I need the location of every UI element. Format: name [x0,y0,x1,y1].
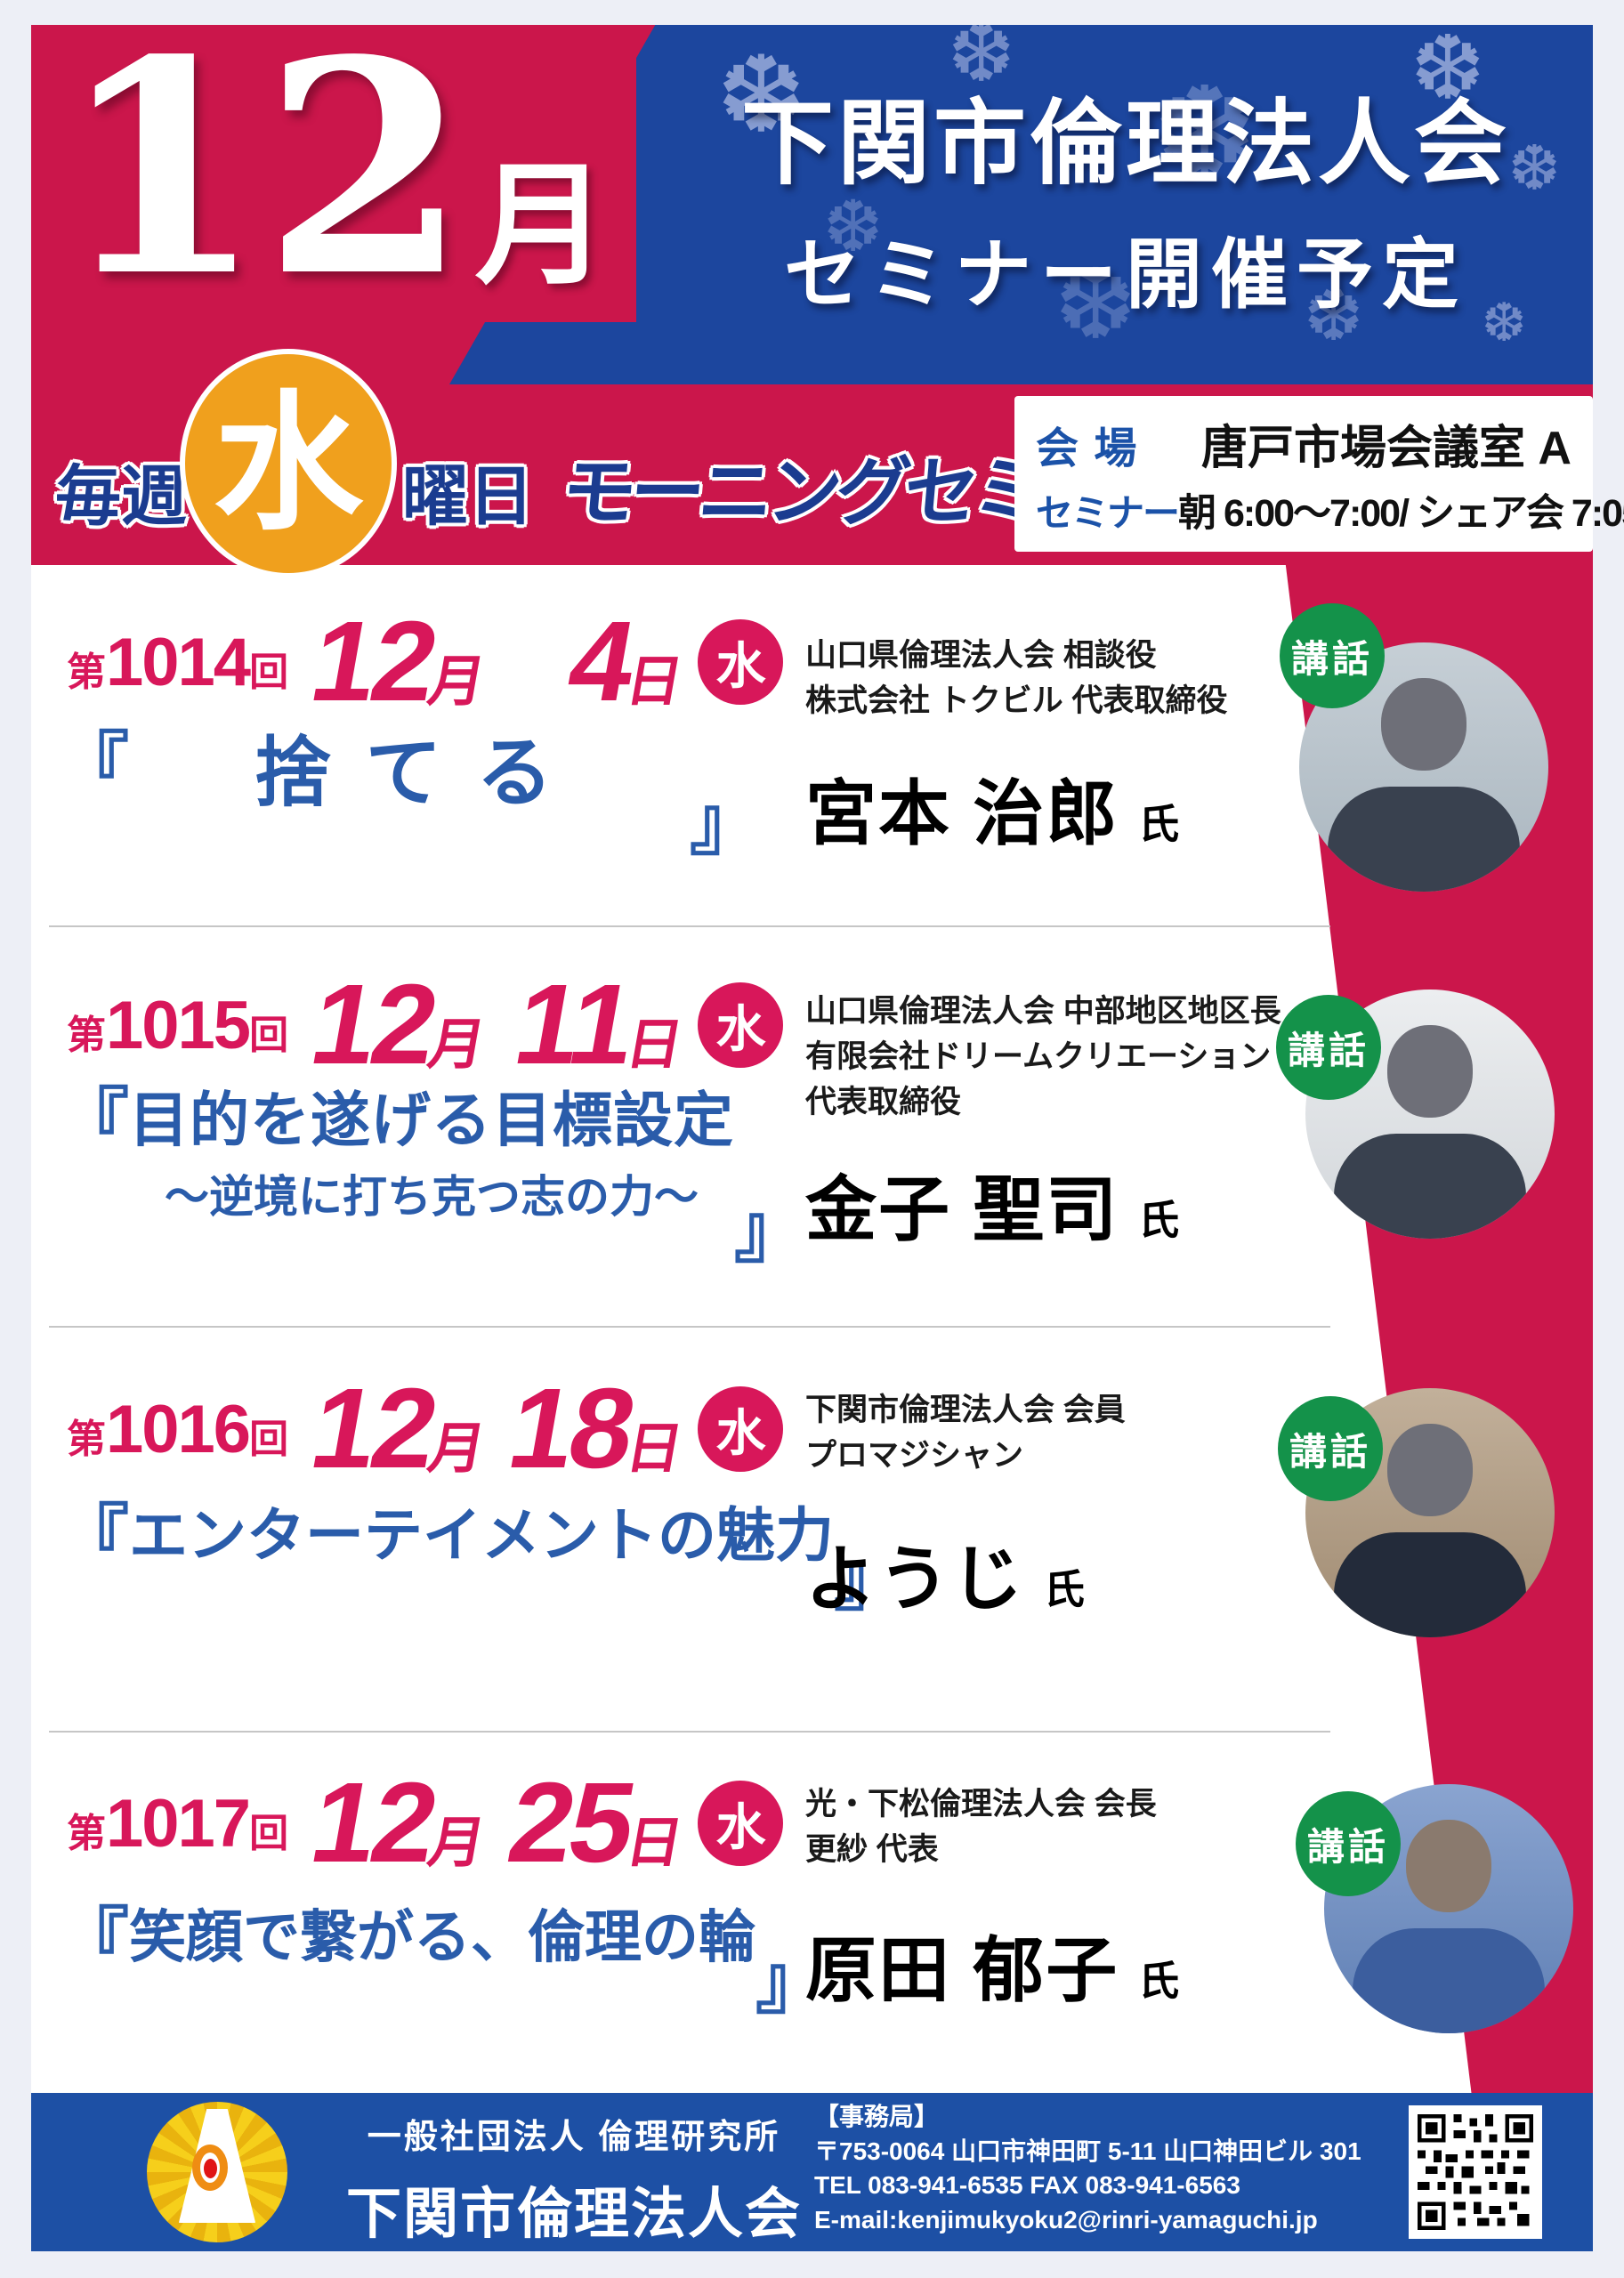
silhouette-body [1328,787,1520,892]
footer: 一般社団法人 倫理研究所 下関市倫理法人会 【事務局】 〒753-0064 山口… [31,2093,1593,2251]
weekday-circle: 水 [698,1781,784,1866]
snowflake-icon: ❆ [1482,293,1527,352]
seminar-entry-1015: 第 1015 回 12 月 11 日 水 山口県倫理法人会 中部地区地区長 有限会社ドリーム… [31,925,1593,1326]
quote-close: 』 [690,780,761,865]
divider [49,1326,1330,1328]
lecture-badge: 講話 [1296,1791,1401,1896]
speaker-name: 原田 郁子氏 [805,1931,1180,2010]
snowflake-icon: ❆ [948,25,1015,99]
divider [49,1731,1330,1733]
seminar-date: 第 1017 回 12 月 25 日 水 [67,1759,784,1886]
office-tel-fax: TEL 083-941-6535 FAX 083-941-6563 [814,2171,1240,2200]
date-text: 12 月 11 日 [302,961,688,1088]
time-value: 朝 6:00〜7:00/ シェア会 7:05〜7:30 [1178,492,1624,535]
office-address: 〒753-0064 山口市神田町 5-11 山口神田ビル 301 [814,2137,1361,2165]
org-name: 下関市倫理法人会 [345,2184,802,2245]
silhouette-head [1387,1025,1473,1118]
lecture-badge: 講話 [1278,1396,1383,1501]
office-email: E-mail:kenjimukyoku2@rinri-yamaguchi.jp [814,2205,1318,2234]
silhouette-body [1334,1532,1526,1637]
time-row: セミナー 朝 6:00〜7:00/ シェア会 7:05〜7:30 [1036,482,1624,537]
snowflake-icon: ❆ [1508,133,1561,203]
speaker-affiliation: 光・下松倫理法人会 会長 更紗 代表 [805,1787,1157,1867]
quote-open: 『 [58,1496,129,1579]
silhouette-head [1387,1424,1473,1516]
logo-center-dot [204,2159,217,2178]
month-box: 12 月 [31,0,636,341]
venue-label: 会 場 [1036,424,1139,473]
seminar-entry-1014: 第 1014 回 12 月 4 日 水 山口県倫理法人会 相談役 株式会社 トクビル 代表取… [31,587,1593,925]
session-number: 第 1016 回 [67,1391,289,1467]
header-title-panel: ❆ ❆ ❆ ❆ ❆ ❆ ❆ ❆ ❆ 下関市倫理法人会 セミナー開催予定 [449,25,1593,384]
time-label: セミナー [1036,491,1180,534]
poster-title: 下関市倫理法人会 [740,93,1510,196]
speaker-affiliation: 山口県倫理法人会 相談役 株式会社 トクビル 代表取締役 [805,638,1228,718]
session-number: 第 1017 回 [67,1785,289,1862]
weekday-circle: 水 [698,619,784,705]
org-parent-name: 一般社団法人 倫理研究所 [367,2119,781,2156]
quote-close: 』 [734,1189,805,1273]
session-number: 第 1015 回 [67,987,289,1063]
seminar-title: 『 捨てる 』 [58,723,761,865]
venue-value: 唐戸市場会議室 A [1200,423,1571,474]
silhouette-body [1334,1134,1526,1239]
speaker-name: ようじ氏 [805,1539,1085,1619]
date-text: 12 月 18 日 [302,1365,688,1492]
speaker-name: 宮本 治郎氏 [805,774,1180,853]
rinri-logo [147,2102,287,2242]
seminar-title: 『 目的を遂げる目標設定 〜逆境に打ち克つ志の力〜 』 [58,1079,805,1273]
quote-open: 『 [58,1079,129,1163]
snowflake-icon: ❆ [1304,276,1364,355]
seminar-title: 『 笑顔で繋がる、倫理の輪 』 [58,1899,827,2024]
snowflake-icon: ❆ [716,36,806,155]
snowflake-icon: ❆ [823,187,884,266]
poster-subtitle: セミナー開催予定 [784,232,1467,318]
venue-row: 会 場 唐戸市場会議室 A [1036,410,1571,477]
seminar-date: 第 1016 回 12 月 18 日 水 [67,1365,784,1492]
quote-open: 『 [58,723,129,807]
seminar-entry-1017: 第 1017 回 12 月 25 日 水 光・下松倫理法人会 会長 更紗 代表 『 笑顔で繋… [31,1731,1593,2093]
date-text: 12 月 25 日 [302,1759,688,1886]
wednesday-kanji: 水 [214,380,363,547]
seminar-entry-1016: 第 1016 回 12 月 18 日 水 下関市倫理法人会 会員 プロマジシャン 『 エンタ… [31,1326,1593,1731]
seminar-date: 第 1014 回 12 月 4 日 水 [67,598,784,725]
weekday-circle: 水 [698,1386,784,1472]
silhouette-body [1353,1928,1545,2033]
divider [49,925,1330,927]
office-contact-block: 【事務局】 〒753-0064 山口市神田町 5-11 山口神田ビル 301 T… [814,2100,1361,2238]
seminar-date: 第 1015 回 12 月 11 日 水 [67,961,784,1088]
session-number: 第 1014 回 [67,624,289,700]
snowflake-icon: ❆ [1152,62,1257,202]
lecture-badge: 講話 [1276,995,1381,1100]
speaker-affiliation: 下関市倫理法人会 会員 プロマジシャン [805,1393,1126,1473]
seminar-title: 『 エンターテイメントの魅力 』 [58,1496,905,1620]
date-text: 12 月 4 日 [302,598,688,725]
banner-weekly-prefix: 毎週 [55,459,187,533]
quote-close: 』 [834,1537,905,1620]
speaker-name: 金子 聖司氏 [805,1170,1180,1249]
month-kanji: 月 [474,147,609,303]
venue-info-box: 会 場 唐戸市場会議室 A セミナー 朝 6:00〜7:00/ シェア会 7:0… [1014,396,1624,552]
quote-open: 『 [58,1899,129,1983]
quote-close: 』 [755,1940,827,2024]
office-label: 【事務局】 [814,2103,940,2130]
weekday-circle: 水 [698,982,784,1068]
wednesday-circle: 水 [180,349,397,578]
month-number: 12 [59,0,468,341]
banner-weekly-suffix: 曜日 [402,459,534,533]
snowflake-icon: ❆ [1054,250,1137,359]
speaker-affiliation: 山口県倫理法人会 中部地区地区長 有限会社ドリームクリエーション 代表取締役 [805,994,1281,1119]
snowflake-icon: ❆ [1410,25,1485,118]
silhouette-head [1381,678,1466,771]
lecture-badge: 講話 [1280,603,1385,708]
organization-name: 一般社団法人 倫理研究所 下関市倫理法人会 [325,2109,823,2249]
qr-code [1409,2105,1542,2239]
silhouette-head [1406,1820,1491,1912]
